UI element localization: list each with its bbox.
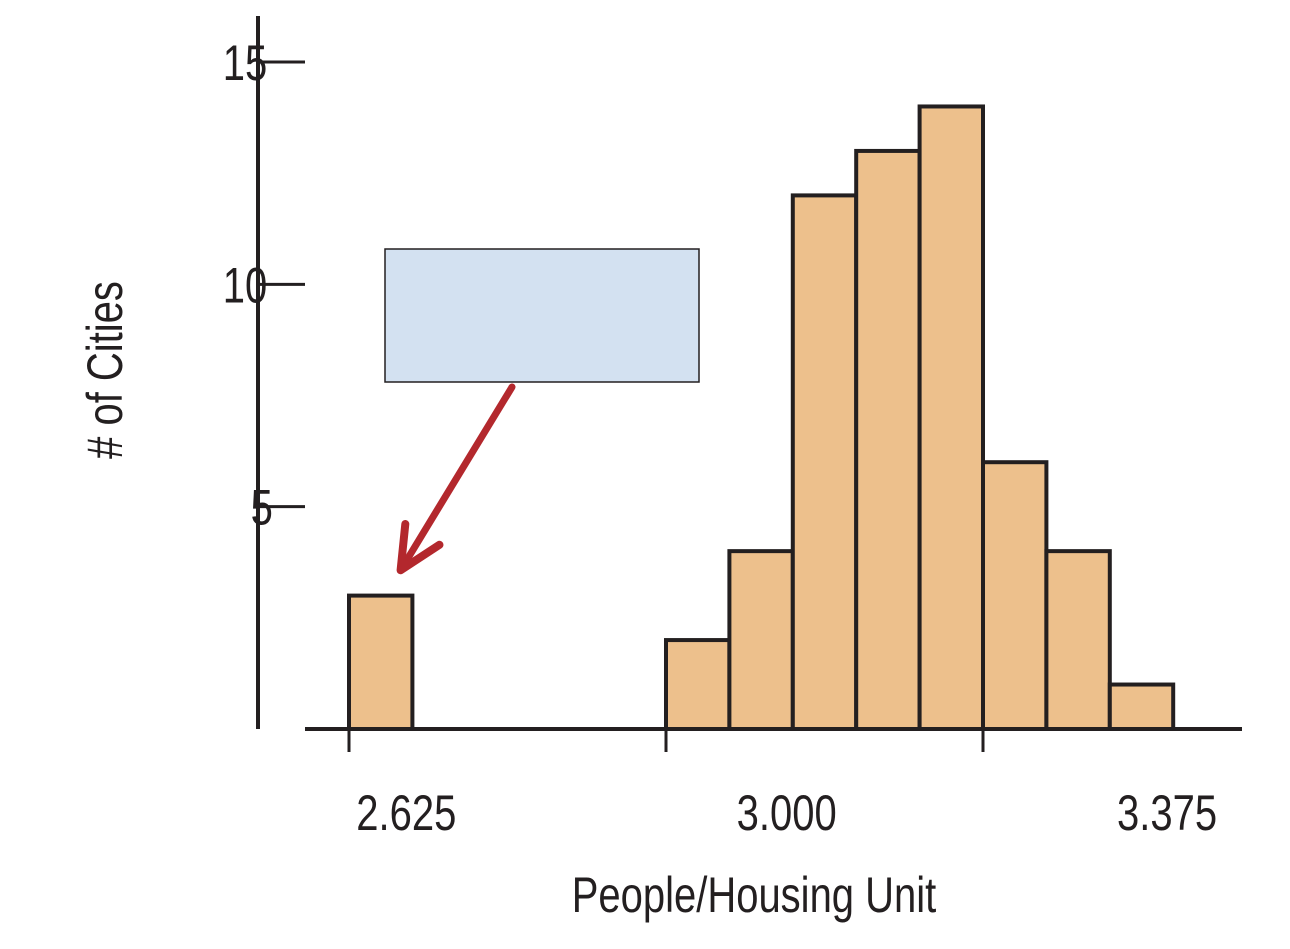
- y-tick-label: 5: [251, 479, 273, 535]
- histogram-bar: [917, 104, 985, 731]
- histogram-bar: [1044, 549, 1112, 732]
- histogram-bar: [664, 638, 732, 731]
- histogram-bar: [727, 549, 795, 732]
- histogram-bar: [854, 148, 922, 731]
- x-tick-label: 3.000: [737, 785, 837, 841]
- annotation-arrow-head: [396, 519, 444, 575]
- annotation-layer: [384, 248, 700, 575]
- x-tick-label: 3.375: [1117, 785, 1217, 841]
- x-tick-label: 2.625: [356, 785, 456, 841]
- x-axis-title: People/Housing Unit: [572, 867, 937, 923]
- y-axis-title: # of Cities: [77, 281, 133, 459]
- annotation-box: [384, 248, 700, 383]
- axes-layer: 5 10 15 2.625 3.000 3.375 People/Housing Unit #…: [77, 16, 1242, 923]
- y-tick-label: 15: [223, 35, 267, 91]
- y-tick-label: 10: [223, 257, 267, 313]
- bars-layer: [347, 104, 1176, 732]
- histogram-bar: [347, 593, 415, 731]
- annotation-arrow-shaft: [397, 383, 516, 574]
- histogram-bar: [1107, 682, 1176, 731]
- histogram-bar: [981, 460, 1049, 731]
- histogram-bar: [790, 193, 859, 731]
